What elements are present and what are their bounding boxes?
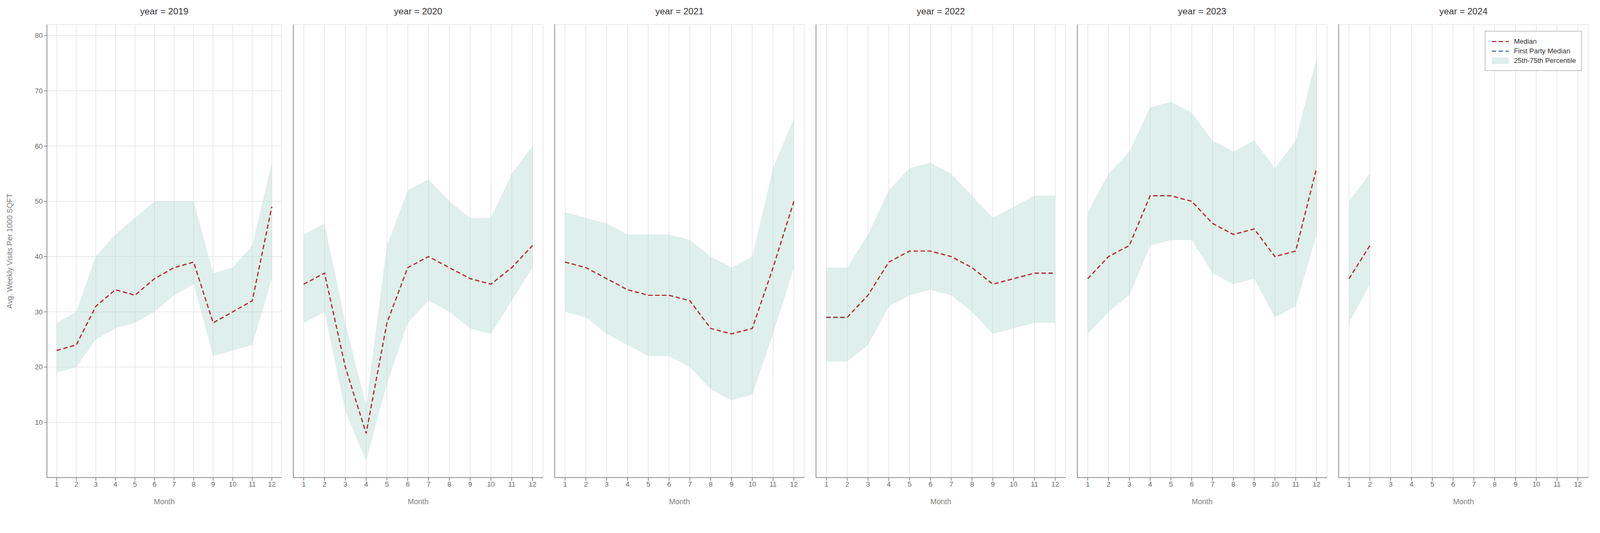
svg-text:5: 5 <box>385 480 389 489</box>
svg-text:8: 8 <box>1231 480 1236 489</box>
svg-text:11: 11 <box>769 480 778 489</box>
svg-text:80: 80 <box>35 31 43 40</box>
svg-text:8: 8 <box>1492 480 1497 489</box>
svg-text:Month: Month <box>669 497 691 507</box>
svg-text:11: 11 <box>248 480 256 489</box>
svg-text:Month: Month <box>408 497 429 507</box>
html-text:year = 2020: year = 2020 <box>394 6 443 17</box>
svg-text:Avg. Weekly Visits Per 1000 SQ: Avg. Weekly Visits Per 1000 SQFT <box>5 193 14 309</box>
svg-text:30: 30 <box>35 308 43 317</box>
svg-text:10: 10 <box>486 480 495 489</box>
svg-text:Month: Month <box>154 497 175 507</box>
svg-text:6: 6 <box>152 480 157 489</box>
svg-text:11: 11 <box>1292 480 1300 489</box>
svg-text:3: 3 <box>604 480 609 489</box>
svg-text:11: 11 <box>1030 480 1039 489</box>
svg-text:40: 40 <box>35 252 43 261</box>
html-text:Median: Median <box>1513 37 1537 46</box>
svg-text:6: 6 <box>1189 480 1194 489</box>
svg-text:7: 7 <box>1472 480 1476 489</box>
svg-text:3: 3 <box>343 480 348 489</box>
svg-text:6: 6 <box>667 480 671 489</box>
svg-text:8: 8 <box>191 480 196 489</box>
svg-text:4: 4 <box>364 480 368 489</box>
svg-text:4: 4 <box>1409 480 1414 489</box>
svg-text:6: 6 <box>405 480 410 489</box>
svg-text:20: 20 <box>35 363 43 372</box>
svg-text:10: 10 <box>1009 480 1018 489</box>
svg-text:9: 9 <box>729 480 734 489</box>
html-text:year = 2021: year = 2021 <box>655 6 704 17</box>
svg-text:10: 10 <box>1270 480 1279 489</box>
svg-text:8: 8 <box>970 480 974 489</box>
svg-text:1: 1 <box>301 480 306 489</box>
svg-text:7: 7 <box>688 480 692 489</box>
svg-text:2: 2 <box>322 480 327 489</box>
svg-text:10: 10 <box>228 480 237 489</box>
svg-text:3: 3 <box>1127 480 1132 489</box>
html-text:25th-75th Percentile: 25th-75th Percentile <box>1513 56 1576 65</box>
svg-text:7: 7 <box>172 480 176 489</box>
svg-text:8: 8 <box>447 480 452 489</box>
svg-text:12: 12 <box>1312 480 1320 489</box>
svg-text:2: 2 <box>1106 480 1111 489</box>
svg-text:3: 3 <box>93 480 98 489</box>
svg-text:7: 7 <box>426 480 431 489</box>
svg-text:11: 11 <box>508 480 516 489</box>
svg-text:4: 4 <box>1148 480 1152 489</box>
svg-text:1: 1 <box>563 480 567 489</box>
html-text:year = 2019: year = 2019 <box>140 6 189 17</box>
svg-text:11: 11 <box>1553 480 1562 489</box>
html-text:year = 2024: year = 2024 <box>1439 6 1488 17</box>
svg-text:1: 1 <box>1085 480 1090 489</box>
svg-text:3: 3 <box>866 480 870 489</box>
html-text:year = 2023: year = 2023 <box>1178 6 1227 17</box>
svg-text:10: 10 <box>748 480 756 489</box>
svg-text:2: 2 <box>1368 480 1372 489</box>
svg-text:7: 7 <box>949 480 954 489</box>
svg-text:9: 9 <box>468 480 472 489</box>
svg-text:2: 2 <box>845 480 850 489</box>
svg-text:9: 9 <box>211 480 215 489</box>
svg-text:50: 50 <box>35 197 43 206</box>
svg-text:7: 7 <box>1210 480 1215 489</box>
svg-text:60: 60 <box>35 142 43 151</box>
svg-text:9: 9 <box>990 480 995 489</box>
svg-text:Month: Month <box>1192 497 1213 507</box>
svg-text:3: 3 <box>1388 480 1393 489</box>
svg-text:6: 6 <box>928 480 933 489</box>
svg-text:5: 5 <box>646 480 651 489</box>
svg-text:12: 12 <box>528 480 536 489</box>
svg-text:10: 10 <box>1532 480 1540 489</box>
svg-text:5: 5 <box>1430 480 1435 489</box>
svg-text:12: 12 <box>1051 480 1059 489</box>
svg-text:1: 1 <box>1347 480 1351 489</box>
svg-text:4: 4 <box>625 480 630 489</box>
svg-text:5: 5 <box>907 480 912 489</box>
svg-text:2: 2 <box>584 480 588 489</box>
svg-text:9: 9 <box>1252 480 1256 489</box>
svg-text:12: 12 <box>267 480 276 489</box>
svg-text:6: 6 <box>1451 480 1455 489</box>
svg-text:4: 4 <box>113 480 118 489</box>
svg-text:12: 12 <box>789 480 798 489</box>
svg-text:2: 2 <box>74 480 78 489</box>
svg-text:9: 9 <box>1513 480 1518 489</box>
svg-text:5: 5 <box>132 480 137 489</box>
svg-text:Month: Month <box>930 497 952 507</box>
html-text:First Party Median: First Party Median <box>1513 46 1571 55</box>
svg-text:10: 10 <box>35 418 43 427</box>
svg-text:5: 5 <box>1169 480 1173 489</box>
svg-text:1: 1 <box>824 480 829 489</box>
svg-text:70: 70 <box>35 86 43 95</box>
svg-text:12: 12 <box>1573 480 1582 489</box>
html-text:year = 2022: year = 2022 <box>916 6 965 17</box>
svg-text:1: 1 <box>54 480 59 489</box>
svg-text:4: 4 <box>886 480 891 489</box>
svg-text:Month: Month <box>1453 497 1475 507</box>
svg-text:8: 8 <box>708 480 713 489</box>
